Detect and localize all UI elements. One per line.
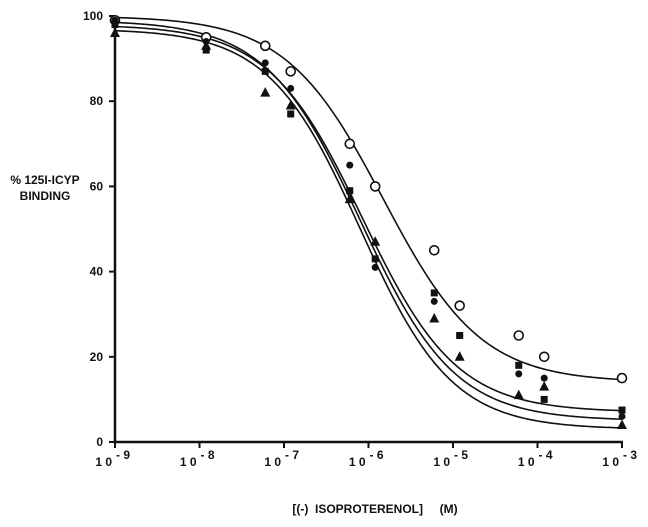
- filled-square-point: [515, 361, 523, 369]
- filled-triangle-point: [110, 27, 120, 38]
- data-points: [109, 14, 628, 429]
- open-circle-point: [513, 330, 525, 341]
- filled-circle-point: [287, 84, 295, 92]
- filled-triangle-point: [429, 312, 440, 323]
- x-tick-label: 1 0: [95, 455, 112, 469]
- x-tick-exponent: - 8: [201, 448, 215, 462]
- x-tick-exponent: - 6: [370, 448, 384, 462]
- open-circle-fit-curve: [114, 16, 623, 381]
- filled-circle-point: [371, 263, 379, 271]
- filled-triangle-fit-curve: [114, 29, 623, 429]
- y-tick-label: 40: [90, 265, 104, 279]
- filled-square-point: [261, 67, 269, 75]
- y-tick-label: 20: [90, 350, 104, 364]
- x-tick-label: 1 0: [433, 455, 450, 469]
- filled-circle-fit-curve: [114, 21, 623, 420]
- open-circle-point: [259, 40, 271, 52]
- open-circle-point: [428, 245, 440, 256]
- filled-triangle-point: [201, 40, 212, 50]
- open-circle-point: [538, 351, 550, 363]
- y-tick-label: 60: [90, 179, 104, 193]
- fit-curves: [114, 16, 623, 429]
- filled-circle-point: [618, 412, 626, 420]
- x-tick-exponent: - 5: [454, 448, 468, 462]
- x-tick-label: 1 0: [602, 455, 619, 469]
- filled-circle-point: [346, 161, 354, 169]
- filled-circle-point: [515, 370, 523, 378]
- x-tick-exponent: - 9: [116, 448, 130, 462]
- y-axis-title-line-2: BINDING: [20, 189, 71, 203]
- filled-square-point: [430, 289, 438, 297]
- x-tick-label: 1 0: [349, 455, 366, 469]
- x-tick-label: 1 0: [518, 455, 535, 469]
- filled-circle-point: [430, 297, 438, 305]
- filled-triangle-point: [260, 87, 271, 97]
- filled-triangle-point: [513, 389, 524, 400]
- filled-triangle-point: [285, 99, 296, 110]
- filled-square-point: [456, 332, 464, 339]
- x-tick-exponent: - 7: [285, 448, 299, 462]
- open-circle-point: [285, 66, 296, 77]
- filled-square-point: [618, 406, 626, 414]
- x-tick-exponent: - 3: [623, 448, 637, 462]
- y-tick-label: 100: [83, 9, 103, 23]
- open-circle-point: [344, 138, 356, 150]
- y-axis-title-line-1: % 125I-ICYP: [10, 173, 79, 187]
- filled-triangle-point: [539, 381, 550, 391]
- filled-square-fit-curve: [114, 25, 623, 412]
- filled-square-point: [540, 395, 548, 403]
- x-tick-exponent: - 4: [539, 448, 553, 462]
- filled-triangle-point: [344, 193, 355, 204]
- filled-triangle-point: [370, 236, 381, 246]
- open-circle-point: [616, 372, 628, 384]
- filled-triangle-point: [617, 419, 627, 429]
- filled-square-point: [371, 255, 379, 263]
- y-tick-label: 80: [90, 94, 104, 108]
- filled-square-point: [111, 21, 119, 29]
- filled-square-point: [346, 187, 354, 195]
- y-axis-title: % 125I-ICYP BINDING: [10, 173, 79, 203]
- filled-square-point: [287, 110, 295, 118]
- filled-square-point: [202, 46, 210, 54]
- open-circle-point: [454, 300, 465, 311]
- x-tick-label: 1 0: [180, 455, 197, 469]
- y-axis-ticks: 0 20 40 60 80 100: [83, 9, 115, 449]
- filled-triangle-point: [454, 351, 465, 361]
- x-axis-title: [(-) ISOPROTERENOL] (M): [292, 502, 457, 516]
- filled-circle-point: [261, 59, 269, 67]
- filled-circle-point: [540, 374, 548, 382]
- y-tick-label: 0: [96, 435, 103, 449]
- open-circle-point: [369, 181, 381, 192]
- x-tick-label: 1 0: [264, 455, 281, 469]
